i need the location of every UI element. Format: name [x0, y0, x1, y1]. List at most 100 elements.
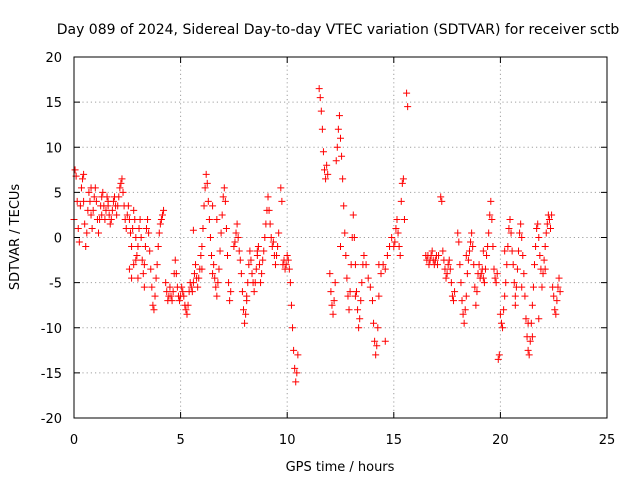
data-point	[465, 247, 473, 255]
data-point	[459, 310, 467, 318]
data-point	[480, 279, 488, 287]
data-point	[540, 256, 548, 264]
data-point	[442, 274, 450, 282]
data-point	[531, 261, 539, 269]
data-point	[499, 324, 507, 332]
data-point	[125, 265, 133, 273]
data-point	[166, 283, 174, 291]
data-point	[274, 243, 282, 251]
data-point	[487, 197, 495, 205]
data-point	[330, 297, 338, 305]
data-point	[233, 220, 241, 228]
data-point	[83, 229, 91, 237]
data-point	[99, 188, 107, 196]
data-point	[128, 274, 136, 282]
data-point	[271, 261, 279, 269]
data-point	[519, 252, 527, 260]
data-point	[391, 238, 399, 246]
data-point	[114, 202, 122, 210]
data-point	[137, 234, 145, 241]
data-point	[219, 193, 227, 201]
data-point	[179, 288, 187, 296]
data-point	[293, 369, 301, 377]
data-point	[85, 188, 93, 196]
data-point	[438, 197, 446, 205]
data-point	[349, 211, 357, 219]
data-point	[490, 265, 498, 273]
data-point	[77, 184, 85, 192]
data-point	[494, 355, 502, 363]
data-point	[261, 234, 269, 241]
data-point	[456, 261, 464, 269]
data-point	[163, 288, 171, 296]
data-point	[241, 319, 249, 327]
data-point	[395, 243, 403, 251]
data-point	[324, 170, 332, 178]
data-point	[103, 193, 111, 201]
data-point	[346, 288, 354, 296]
data-point	[277, 184, 285, 192]
data-point	[501, 247, 509, 255]
data-point	[75, 238, 83, 246]
data-point	[524, 346, 532, 354]
data-point	[397, 197, 405, 205]
data-point	[105, 211, 113, 219]
x-tick-label: 0	[70, 433, 78, 448]
data-point	[183, 310, 191, 318]
data-point	[356, 315, 364, 323]
data-point	[545, 215, 553, 223]
data-point	[144, 215, 152, 223]
data-point	[394, 229, 402, 237]
data-point	[290, 346, 298, 354]
data-point	[375, 261, 383, 269]
data-point	[169, 288, 177, 296]
data-point	[291, 364, 299, 372]
data-point	[358, 279, 366, 287]
y-tick-label: 10	[45, 141, 62, 156]
data-point	[130, 261, 138, 269]
data-point	[445, 256, 453, 264]
data-point	[475, 261, 483, 269]
data-point	[335, 112, 343, 120]
data-point	[135, 224, 143, 232]
data-point	[495, 351, 503, 359]
data-point	[323, 161, 331, 169]
data-point	[149, 301, 157, 309]
data-point	[192, 261, 200, 269]
data-point	[381, 337, 389, 345]
data-point	[504, 243, 512, 251]
data-point	[130, 206, 138, 214]
data-point	[136, 215, 144, 223]
data-point	[400, 215, 408, 223]
data-point	[366, 283, 374, 291]
data-point	[222, 224, 230, 232]
data-point	[238, 288, 246, 296]
data-point	[460, 319, 468, 327]
data-point	[282, 261, 290, 269]
data-point	[329, 310, 337, 318]
data-point	[273, 252, 281, 260]
data-point	[106, 220, 114, 228]
data-point	[124, 202, 132, 210]
y-axis-label: SDTVAR / TECUs	[8, 184, 23, 291]
data-point	[462, 292, 470, 300]
data-point	[245, 261, 253, 269]
data-point	[115, 193, 123, 201]
plot-frame	[73, 56, 608, 419]
data-point	[521, 292, 529, 300]
x-tick-label: 10	[279, 433, 296, 448]
data-point	[152, 274, 160, 282]
data-point	[535, 315, 543, 323]
data-point	[388, 234, 396, 241]
data-point	[89, 206, 97, 214]
data-point	[184, 301, 192, 309]
data-point	[189, 279, 197, 287]
data-point	[208, 252, 216, 260]
data-point	[448, 292, 456, 300]
data-point	[468, 229, 476, 237]
data-point	[555, 274, 563, 282]
data-point	[140, 261, 148, 269]
data-point	[375, 292, 383, 300]
data-point	[345, 306, 353, 314]
data-point	[126, 229, 134, 237]
